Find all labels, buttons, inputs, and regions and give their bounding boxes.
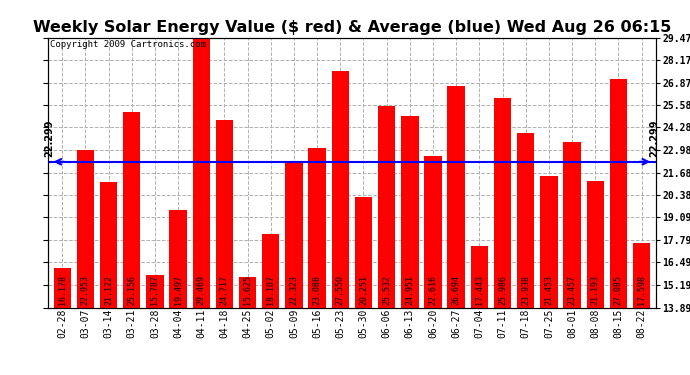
Title: Weekly Solar Energy Value ($ red) & Average (blue) Wed Aug 26 06:15: Weekly Solar Energy Value ($ red) & Aver… bbox=[32, 20, 671, 35]
Text: 27.085: 27.085 bbox=[614, 275, 623, 305]
Bar bbox=[448, 86, 465, 308]
Bar bbox=[540, 176, 558, 308]
Bar bbox=[77, 150, 94, 308]
Bar bbox=[586, 181, 604, 308]
Text: 22.299: 22.299 bbox=[44, 119, 55, 157]
Text: 16.178: 16.178 bbox=[58, 275, 67, 305]
Text: 21.453: 21.453 bbox=[544, 275, 553, 305]
Bar bbox=[308, 148, 326, 308]
Bar bbox=[401, 116, 419, 308]
Bar bbox=[517, 134, 535, 308]
Bar bbox=[54, 268, 71, 308]
Bar bbox=[633, 243, 650, 308]
Text: 21.193: 21.193 bbox=[591, 275, 600, 305]
Text: 29.469: 29.469 bbox=[197, 275, 206, 305]
Text: 25.532: 25.532 bbox=[382, 275, 391, 305]
Bar bbox=[563, 142, 581, 308]
Bar bbox=[285, 161, 303, 308]
Text: 23.457: 23.457 bbox=[568, 275, 577, 305]
Text: 24.951: 24.951 bbox=[405, 275, 414, 305]
Text: 20.251: 20.251 bbox=[359, 275, 368, 305]
Text: 23.938: 23.938 bbox=[521, 275, 530, 305]
Text: 15.787: 15.787 bbox=[150, 275, 159, 305]
Text: 22.323: 22.323 bbox=[290, 275, 299, 305]
Text: 19.497: 19.497 bbox=[174, 275, 183, 305]
Bar bbox=[332, 71, 349, 308]
Text: 23.088: 23.088 bbox=[313, 275, 322, 305]
Text: 17.598: 17.598 bbox=[637, 275, 646, 305]
Bar bbox=[355, 197, 372, 308]
Bar bbox=[146, 274, 164, 308]
Bar bbox=[239, 278, 256, 308]
Text: 22.616: 22.616 bbox=[428, 275, 437, 305]
Bar bbox=[100, 182, 117, 308]
Bar bbox=[262, 234, 279, 308]
Text: 25.156: 25.156 bbox=[127, 275, 136, 305]
Text: 24.717: 24.717 bbox=[220, 275, 229, 305]
Bar bbox=[424, 156, 442, 308]
Text: 25.986: 25.986 bbox=[498, 275, 507, 305]
Text: 27.550: 27.550 bbox=[336, 275, 345, 305]
Text: Copyright 2009 Cartronics.com: Copyright 2009 Cartronics.com bbox=[50, 40, 206, 49]
Bar bbox=[123, 112, 141, 308]
Bar bbox=[193, 38, 210, 308]
Bar bbox=[610, 79, 627, 308]
Bar bbox=[169, 210, 187, 308]
Text: 26.694: 26.694 bbox=[452, 275, 461, 305]
Bar bbox=[471, 246, 488, 308]
Text: 22.953: 22.953 bbox=[81, 275, 90, 305]
Bar bbox=[494, 98, 511, 308]
Text: 21.122: 21.122 bbox=[104, 275, 113, 305]
Text: 18.107: 18.107 bbox=[266, 275, 275, 305]
Bar bbox=[216, 120, 233, 308]
Text: 17.443: 17.443 bbox=[475, 275, 484, 305]
Text: 15.625: 15.625 bbox=[243, 275, 252, 305]
Text: 22.299: 22.299 bbox=[649, 119, 660, 157]
Bar bbox=[378, 106, 395, 308]
